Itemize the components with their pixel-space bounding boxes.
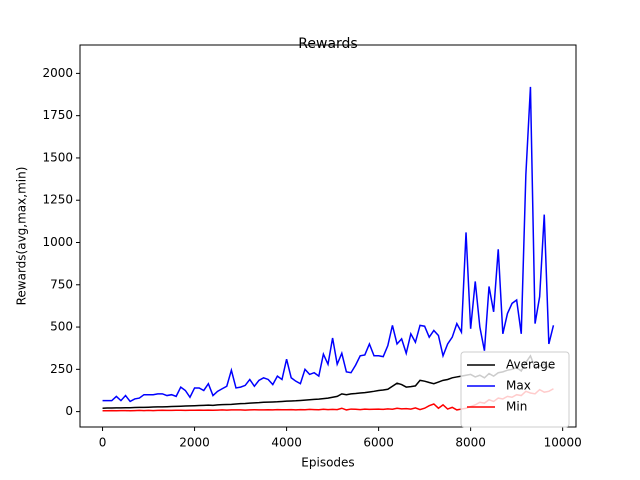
x-tick-label: 2000 bbox=[179, 436, 210, 450]
y-tick-label: 500 bbox=[50, 320, 73, 334]
legend: Average Max Min bbox=[460, 351, 570, 428]
y-tick-label: 2000 bbox=[42, 66, 73, 80]
y-tick-label: 0 bbox=[65, 404, 73, 418]
y-tick-label: 250 bbox=[50, 362, 73, 376]
plot-frame bbox=[79, 44, 577, 428]
series-line bbox=[102, 86, 555, 403]
x-tick-label: 0 bbox=[99, 436, 107, 450]
y-tick-label: 1250 bbox=[42, 193, 73, 207]
y-tick-label: 750 bbox=[50, 277, 73, 291]
x-tick-label: 8000 bbox=[455, 436, 486, 450]
legend-box bbox=[460, 351, 570, 428]
y-axis-label: Rewards(avg,max,min) bbox=[15, 167, 29, 306]
y-tick-label: 1000 bbox=[42, 235, 73, 249]
legend-label: Min bbox=[506, 400, 527, 414]
legend-label: Average bbox=[506, 358, 555, 372]
x-tick-label: 10000 bbox=[544, 436, 582, 450]
x-tick-label: 6000 bbox=[363, 436, 394, 450]
legend-label: Max bbox=[506, 379, 531, 393]
y-tick-label: 1750 bbox=[42, 108, 73, 122]
y-tick-label: 1500 bbox=[42, 150, 73, 164]
x-axis-label: Episodes bbox=[301, 456, 354, 470]
x-tick-label: 4000 bbox=[271, 436, 302, 450]
chart-title: Rewards bbox=[298, 36, 357, 52]
